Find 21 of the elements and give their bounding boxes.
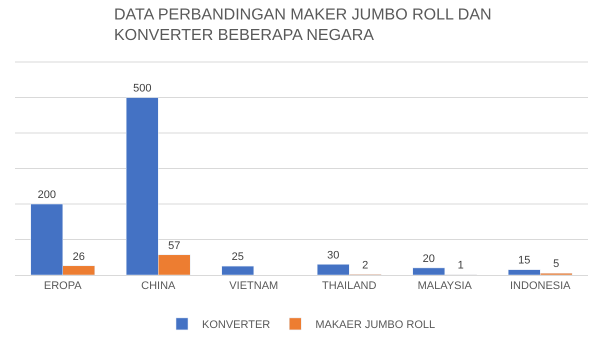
data-label: 20 [422, 252, 435, 265]
data-label: 30 [327, 249, 340, 262]
data-label: 57 [168, 240, 180, 252]
legend-label: MAKAER JUMBO ROLL [315, 319, 436, 332]
data-label: 15 [518, 254, 530, 267]
x-tick-label: VIETNAM [229, 280, 278, 292]
chart-title: DATA PERBANDINGAN MAKER JUMBO ROLL DAN KONVERTER BEBERAPA NEGARA [114, 6, 492, 44]
x-tick-label: THAILAND [322, 280, 376, 292]
data-label: 26 [72, 250, 85, 263]
legend-label: KONVERTER [202, 319, 270, 332]
bar [222, 266, 254, 275]
data-label: 500 [133, 82, 152, 95]
x-tick-label: INDONESIA [510, 280, 572, 292]
data-label: 25 [232, 251, 244, 264]
data-label: 2 [362, 259, 368, 272]
data-label: 5 [553, 258, 560, 270]
x-tick-label: EROPA [44, 280, 82, 292]
data-label: 1 [458, 260, 464, 272]
x-tick-label: CHINA [141, 280, 176, 292]
x-tick-label: MALAYSIA [418, 280, 473, 292]
data-label: 200 [38, 189, 56, 202]
